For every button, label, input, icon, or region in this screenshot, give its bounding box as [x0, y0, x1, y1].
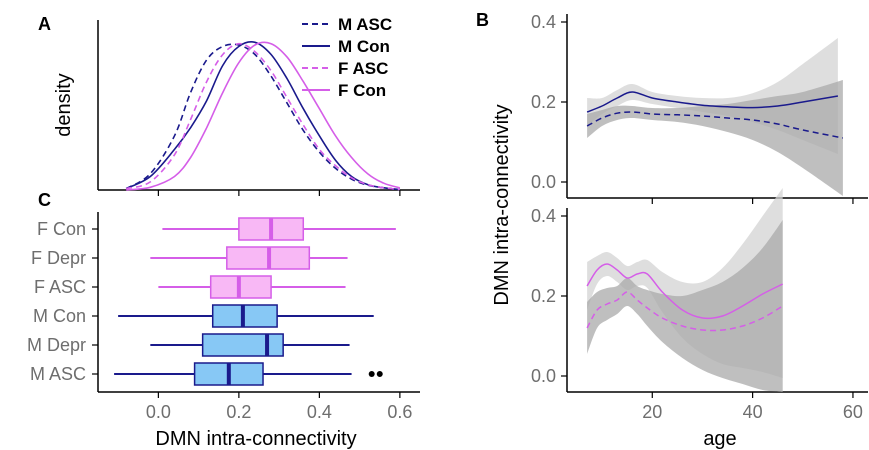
panel-label-c: C — [38, 190, 51, 210]
age-bottom-x-tick-label-1: 40 — [743, 402, 763, 422]
boxplot-category-f-con: F Con — [37, 219, 86, 239]
age-bottom-y-tick-label-1: 0.2 — [531, 286, 556, 306]
density-panel: density M ASC M Con F ASC F Con — [53, 15, 420, 196]
boxplot-x-tick-label-2: 0.4 — [307, 402, 332, 422]
boxplot-x-tick-label-1: 0.2 — [226, 402, 251, 422]
legend-label-1: M ASC — [338, 15, 392, 34]
legend-label-2: M Con — [338, 37, 390, 56]
box-m-depr — [201, 333, 284, 357]
panel-label-a: A — [38, 14, 51, 34]
outlier-m-asc-0 — [368, 371, 375, 377]
age-top-y-tick-label-1: 0.2 — [531, 92, 556, 112]
legend: M ASC M Con F ASC F Con — [302, 15, 392, 100]
legend-label-4: F Con — [338, 81, 386, 100]
panel-label-b: B — [476, 10, 489, 30]
age-top-y-tick-label-0: 0.0 — [531, 172, 556, 192]
boxplot-x-tick-label-3: 0.6 — [387, 402, 412, 422]
boxplot-category-f-asc: F ASC — [34, 277, 86, 297]
density-y-label: density — [53, 73, 75, 136]
age-bottom-y-tick-label-0: 0.0 — [531, 366, 556, 386]
boxplot-category-m-depr: M Depr — [27, 335, 86, 355]
density-curves — [125, 41, 401, 196]
age-bottom-y-tick-label-2: 0.4 — [531, 206, 556, 226]
age-bottom-x-tick-label-2: 60 — [843, 402, 863, 422]
age-x-label: age — [703, 428, 736, 450]
boxplot-category-m-con: M Con — [33, 306, 86, 326]
density-line-m-con — [125, 41, 400, 191]
age-bottom-ci-band-f-asc — [587, 220, 783, 392]
age-trajectory-panel: 0.0 0.2 0.4 0.0 0.2 0.4 20 40 60 DMN intra-conn… — [491, 12, 868, 450]
age-bottom-x-tick-label-0: 20 — [642, 402, 662, 422]
age-y-label: DMN intra-connectivity — [491, 104, 513, 305]
boxplot-x-label: DMN intra-connectivity — [155, 428, 356, 450]
outlier-m-asc-1 — [376, 371, 383, 377]
age-top-line-m-asc — [586, 111, 844, 139]
boxplot-panel: 0.0 0.2 0.4 0.6 F Con F Depr F ASC M Con M Depr M… — [27, 212, 420, 450]
age-top-line-m-con — [586, 91, 839, 113]
boxplots: 0.0 0.2 0.4 0.6 F Con F Depr F ASC M Con M Depr M… — [27, 217, 412, 422]
boxplot-category-m-asc: M ASC — [30, 364, 86, 384]
age-top-ci-band-m-asc — [587, 80, 843, 196]
boxplot-x-tick-label-0: 0.0 — [146, 402, 171, 422]
box-f-asc — [209, 275, 272, 299]
age-top-y-tick-label-2: 0.4 — [531, 12, 556, 32]
boxplot-category-f-depr: F Depr — [31, 248, 86, 268]
age-bottom-plot: 0.0 0.2 0.4 20 40 60 — [531, 188, 863, 422]
density-line-f-con — [126, 41, 401, 191]
age-bottom-line-f-con — [586, 263, 784, 320]
age-bottom-line-f-asc — [586, 291, 784, 332]
age-top-plot: 0.0 0.2 0.4 — [531, 12, 854, 204]
box-m-con — [211, 304, 278, 328]
legend-label-3: F ASC — [338, 59, 388, 78]
